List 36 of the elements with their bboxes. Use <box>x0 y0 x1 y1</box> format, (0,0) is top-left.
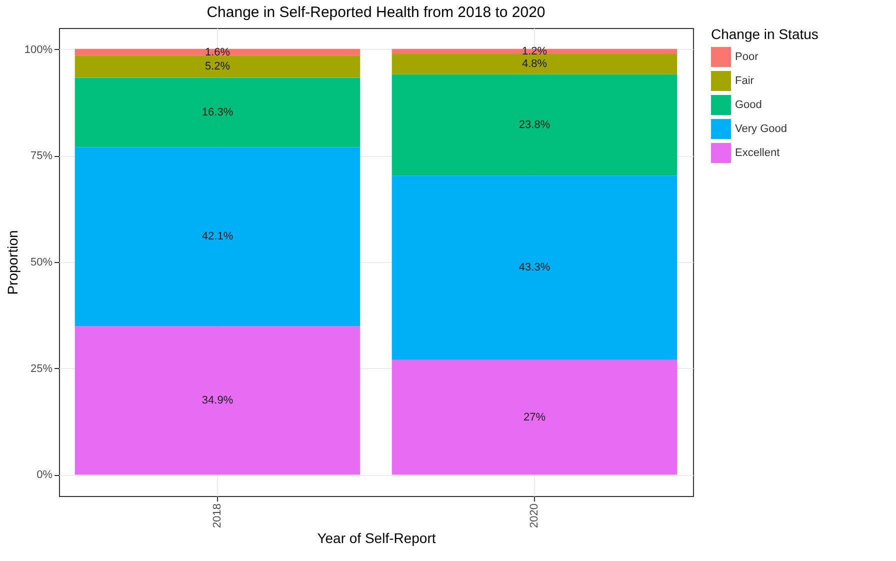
legend-label: Poor <box>735 51 759 63</box>
data-label: 4.8% <box>522 58 548 70</box>
x-axis-title: Year of Self-Report <box>317 530 436 546</box>
y-tick-label: 25% <box>30 362 53 375</box>
x-tick-label: 2018 <box>212 504 224 528</box>
data-label: 42.1% <box>202 230 234 243</box>
data-label: 23.8% <box>518 119 550 132</box>
bar <box>392 176 678 360</box>
y-axis-title: Proportion <box>4 230 20 295</box>
bar <box>74 326 360 475</box>
bar <box>392 54 678 74</box>
y-tick-label: 0% <box>36 469 53 482</box>
legend-title: Change in Status <box>711 26 818 42</box>
legend-label: Excellent <box>735 147 780 159</box>
data-label: 16.3% <box>202 106 234 118</box>
data-label: 27% <box>523 411 546 424</box>
bar <box>74 56 360 78</box>
y-tick-label: 100% <box>24 44 53 56</box>
legend-label: Good <box>735 99 762 111</box>
bar <box>392 360 678 475</box>
legend-label: Fair <box>735 75 754 87</box>
bar <box>392 74 678 176</box>
bar <box>74 78 360 148</box>
bar <box>392 48 678 54</box>
data-label: 43.3% <box>518 262 550 274</box>
data-label: 1.2% <box>522 45 548 58</box>
data-label: 5.2% <box>204 60 230 73</box>
y-tick-label: 50% <box>30 256 53 268</box>
x-tick-label: 2020 <box>528 504 540 528</box>
data-label: 1.6% <box>204 46 230 58</box>
bar <box>74 147 360 326</box>
y-tick-label: 75% <box>30 150 53 162</box>
bar <box>74 48 360 56</box>
chart-title: Change in Self-Reported Health from 2018 to 2020 <box>206 4 546 21</box>
legend-label: Very Good <box>735 123 787 135</box>
data-label: 34.9% <box>202 394 234 406</box>
